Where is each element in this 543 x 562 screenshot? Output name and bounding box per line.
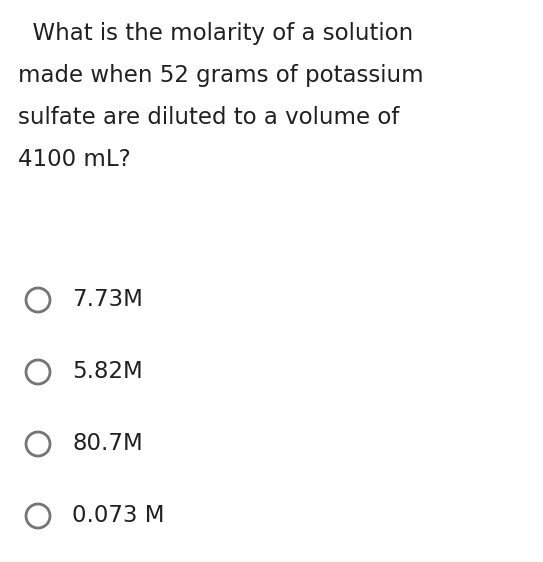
Text: What is the molarity of a solution: What is the molarity of a solution — [18, 22, 413, 45]
Text: sulfate are diluted to a volume of: sulfate are diluted to a volume of — [18, 106, 399, 129]
Text: made when 52 grams of potassium: made when 52 grams of potassium — [18, 64, 424, 87]
Text: 5.82M: 5.82M — [72, 360, 143, 383]
Text: 4100 mL?: 4100 mL? — [18, 148, 131, 171]
Text: 7.73M: 7.73M — [72, 288, 143, 311]
Text: 80.7M: 80.7M — [72, 433, 143, 455]
Text: 0.073 M: 0.073 M — [72, 505, 165, 528]
